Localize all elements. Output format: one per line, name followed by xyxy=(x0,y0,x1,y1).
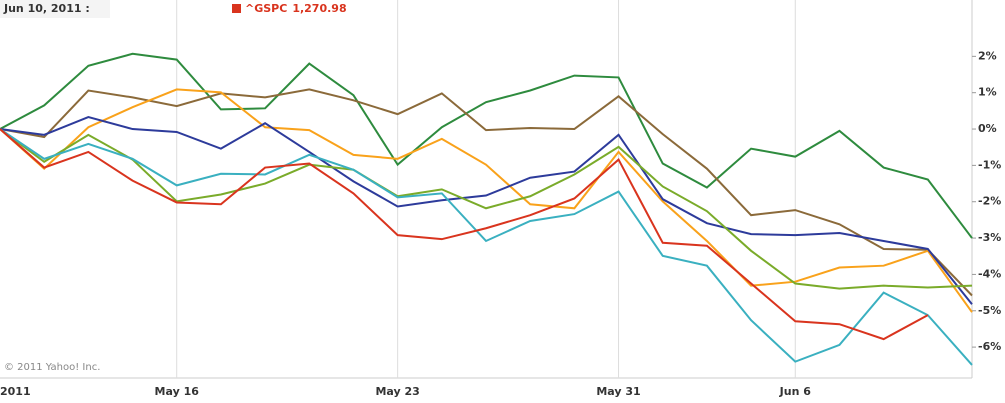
series-line xyxy=(0,115,973,305)
y-tick-label: 2% xyxy=(978,49,997,62)
series-line xyxy=(0,128,973,366)
legend-value: 1,270.98 xyxy=(292,2,346,15)
date-label: Jun 10, 2011 : xyxy=(3,2,90,15)
y-tick-label: 1% xyxy=(978,86,997,99)
y-tick-label: -6% xyxy=(978,340,1001,353)
date-box xyxy=(0,0,110,18)
y-tick-label: -1% xyxy=(978,158,1001,171)
x-tick-label: May 31 xyxy=(596,385,640,398)
y-tick-label: 0% xyxy=(978,122,997,135)
series-line xyxy=(0,88,973,313)
x-tick-label: May 16 xyxy=(155,385,200,398)
legend-label: ^GSPC xyxy=(245,2,287,15)
legend-swatch xyxy=(232,4,241,13)
series-line xyxy=(0,128,929,341)
y-tick-label: -4% xyxy=(978,267,1001,280)
x-tick-label: 2011 xyxy=(0,385,31,398)
y-tick-label: -2% xyxy=(978,195,1001,208)
credit: © 2011 Yahoo! Inc. xyxy=(4,362,100,373)
x-tick-label: Jun 6 xyxy=(779,385,812,398)
series-line xyxy=(0,52,973,239)
series-line xyxy=(0,88,973,297)
y-tick-label: -5% xyxy=(978,304,1001,317)
y-tick-label: -3% xyxy=(978,231,1001,244)
x-tick-label: May 23 xyxy=(375,385,419,398)
series-line xyxy=(0,128,973,290)
